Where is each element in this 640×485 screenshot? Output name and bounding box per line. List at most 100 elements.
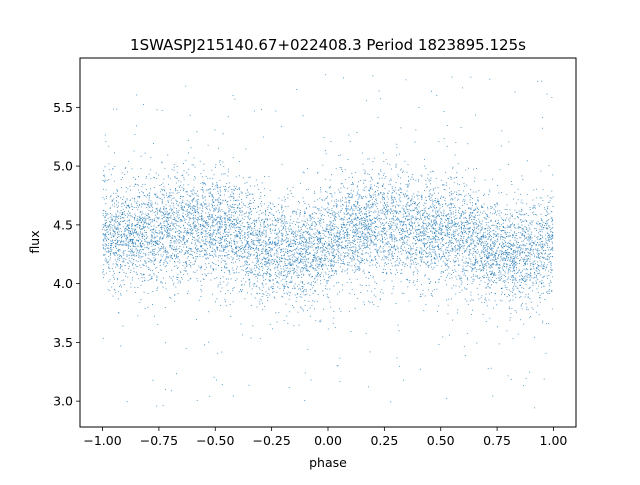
data-point [304,266,306,268]
data-point [349,214,351,216]
data-point [280,272,282,274]
data-point [344,255,345,257]
data-point [166,217,167,219]
data-point [517,272,518,274]
data-point [490,279,492,281]
data-point [150,200,152,202]
data-point [231,191,233,193]
data-point [312,259,314,261]
data-point [200,245,202,246]
data-point [117,191,119,193]
data-point [394,206,396,208]
data-point [138,218,140,220]
data-point [266,249,268,250]
data-point [434,200,436,202]
data-point [367,238,369,240]
data-point [541,226,542,228]
data-point [479,254,481,256]
data-point [158,261,160,263]
data-point [543,246,545,248]
data-point [302,261,304,263]
data-point [346,234,348,236]
data-point [362,163,364,165]
data-point [323,275,324,277]
data-point [366,204,368,206]
data-point [546,93,548,95]
data-point [390,226,392,228]
data-point [345,226,347,228]
data-point [380,210,382,212]
data-point [453,232,455,234]
data-point [183,218,185,220]
data-point [381,238,383,239]
data-point [162,213,164,215]
data-point [530,243,532,245]
data-point [474,255,476,257]
data-point [334,216,336,218]
data-point [292,264,294,266]
data-point [296,269,298,271]
data-point [194,176,196,178]
data-point [117,264,119,266]
data-point [425,243,427,245]
data-point [272,279,274,281]
data-point [107,247,109,249]
data-point [159,210,161,211]
data-point [334,249,336,251]
data-point [404,218,406,220]
data-point [297,277,299,278]
data-point [173,254,175,256]
data-point [224,212,226,214]
data-point [524,213,526,215]
data-point [220,305,222,306]
data-point [359,231,361,233]
data-point [189,203,191,205]
data-point [329,260,331,262]
data-point [189,219,191,221]
data-point [206,224,208,225]
data-point [269,241,271,243]
data-point [315,232,317,234]
data-point [131,250,133,252]
data-point [438,239,440,241]
data-point [353,190,354,192]
data-point [473,227,475,229]
data-point [325,153,327,155]
data-point [197,240,199,242]
data-point [466,248,468,250]
data-point [417,235,419,237]
data-point [167,201,169,203]
data-point [428,215,429,216]
data-point [415,253,417,255]
data-point [477,243,479,245]
data-point [195,242,196,244]
data-point [301,242,303,244]
data-point [226,246,228,248]
data-point [255,233,257,235]
data-point [209,234,211,236]
data-point [475,114,476,116]
data-point [182,265,184,266]
data-point [296,274,298,276]
data-point [451,76,453,78]
data-point [492,264,494,266]
data-point [109,240,111,242]
data-point [139,210,141,212]
data-point [494,220,496,222]
data-point [449,239,450,241]
data-point [503,245,505,247]
data-point [317,231,319,233]
data-point [385,208,387,210]
data-point [219,202,221,204]
data-point [457,309,459,311]
data-point [542,266,544,267]
data-point [403,209,404,211]
data-point [143,221,145,223]
data-point [238,255,240,256]
data-point [309,294,311,296]
data-point [154,177,156,179]
data-point [192,205,194,207]
data-point [247,255,249,257]
data-point [412,226,413,228]
data-point [389,248,391,250]
